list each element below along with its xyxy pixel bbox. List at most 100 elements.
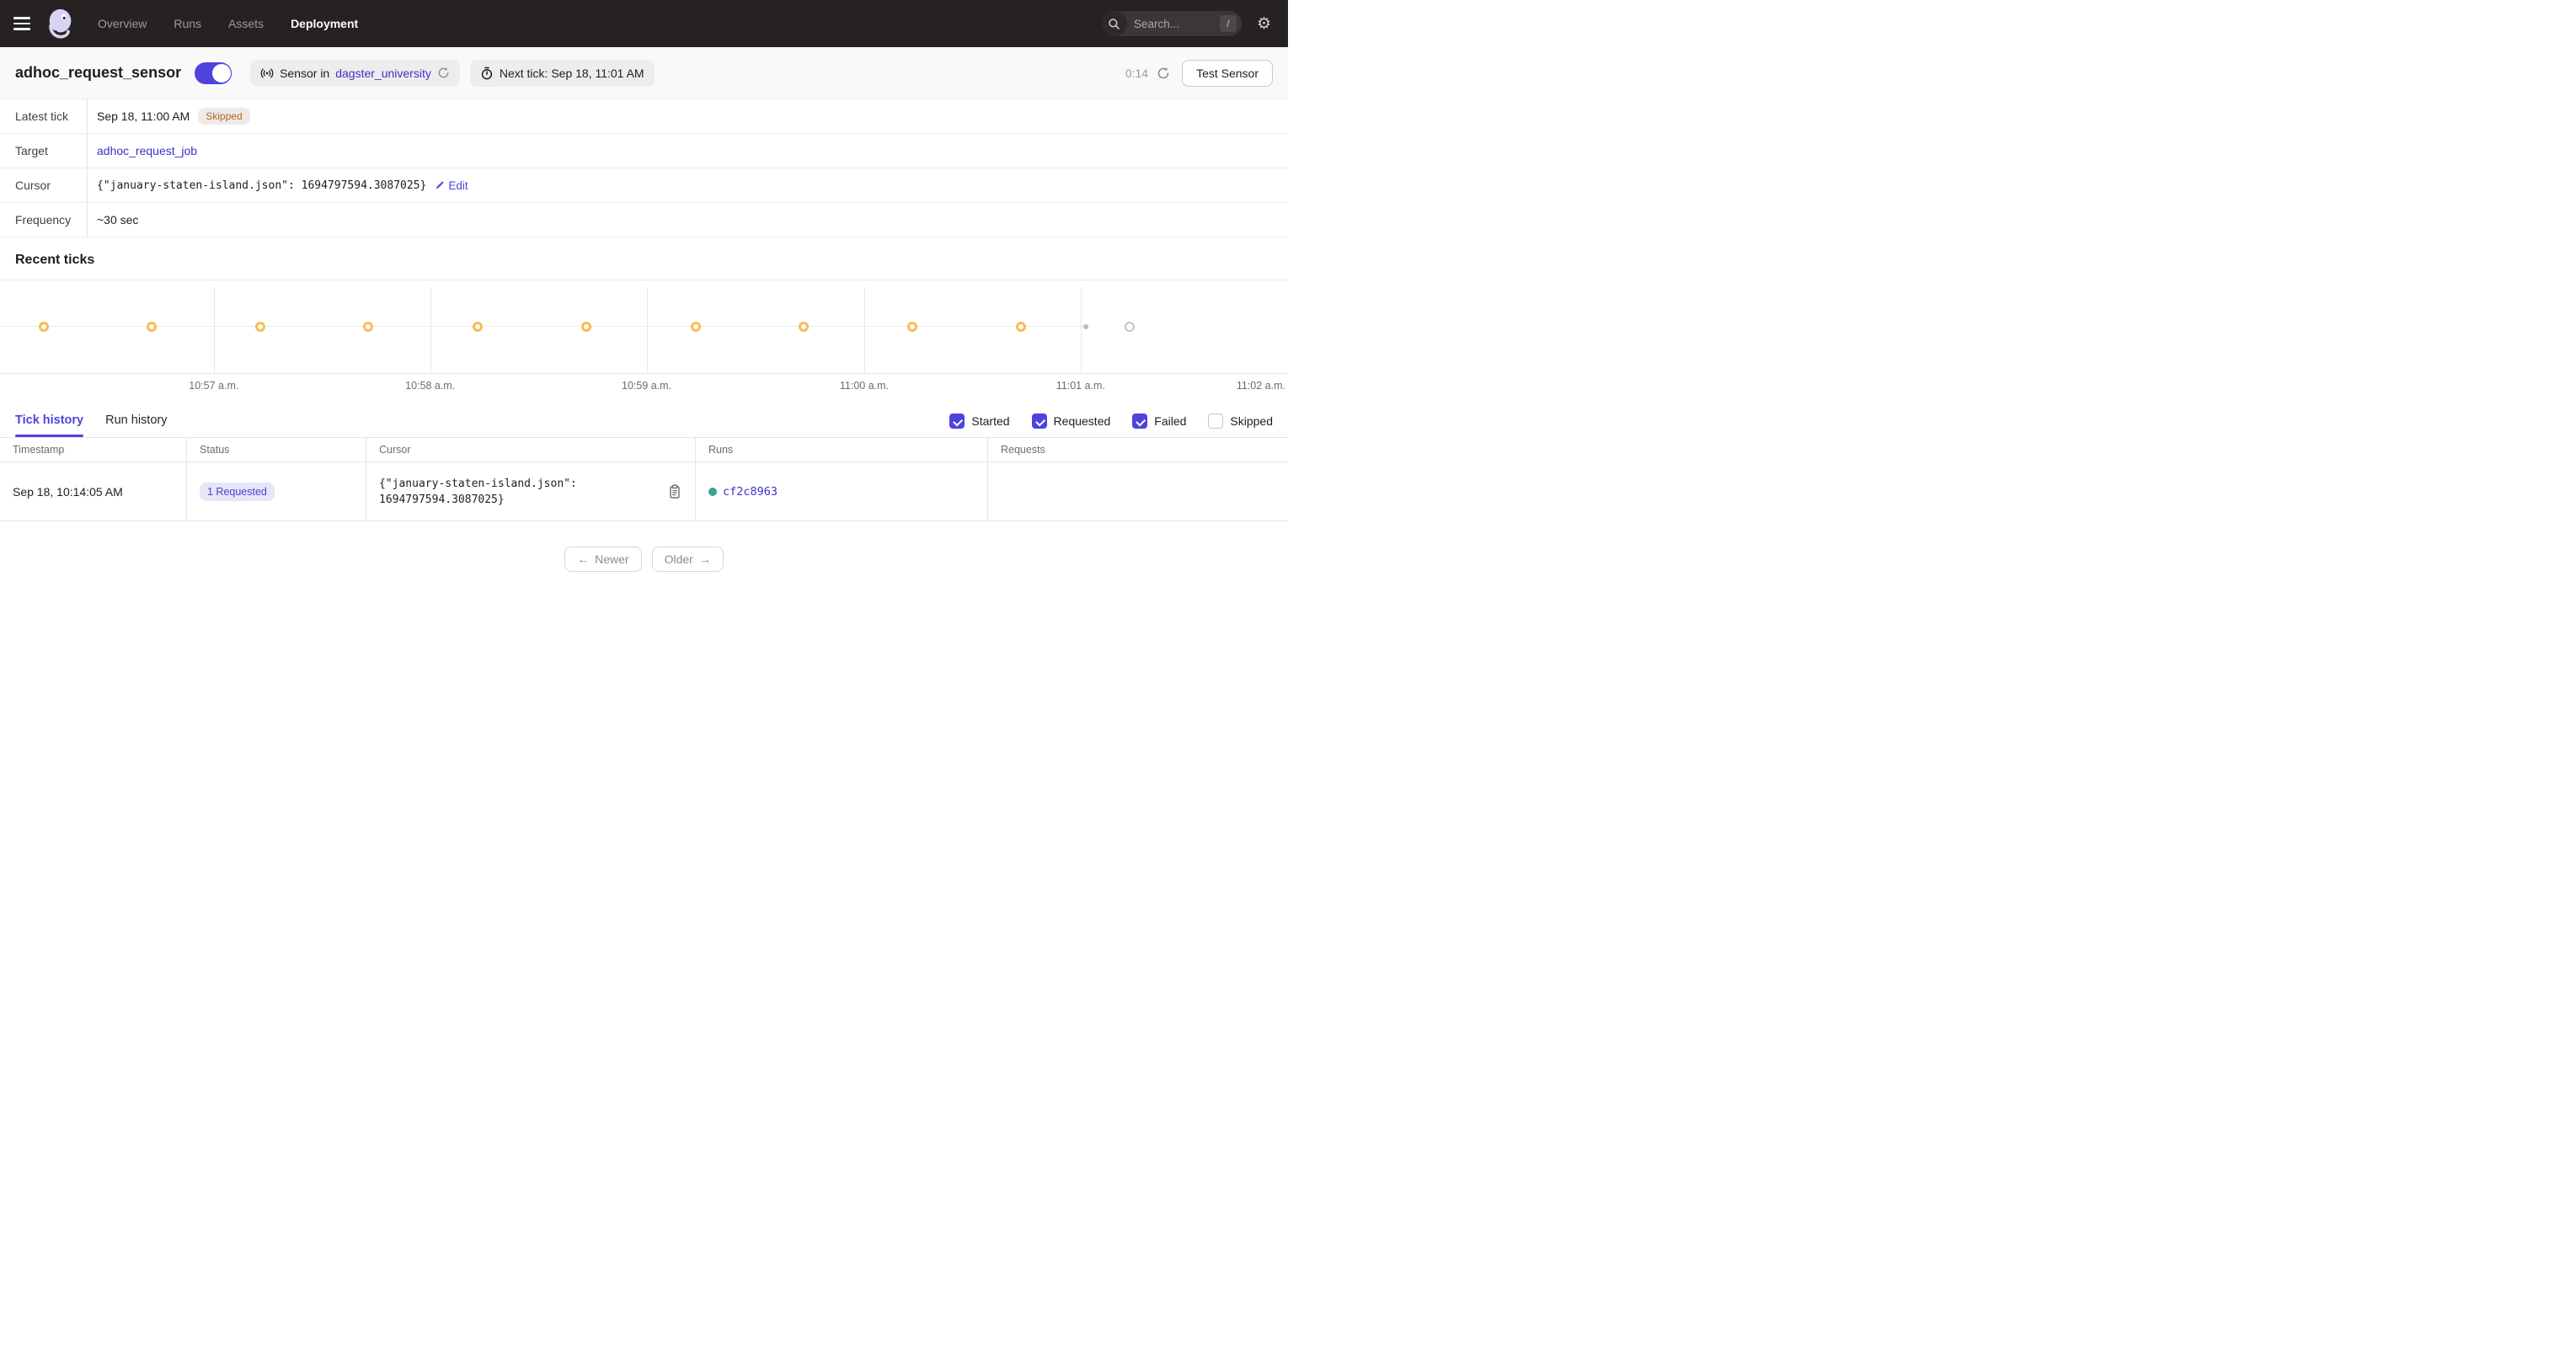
- requested-status-badge[interactable]: 1 Requested: [200, 482, 275, 501]
- checkbox-requested[interactable]: [1031, 413, 1047, 429]
- tab-tick-history[interactable]: Tick history: [15, 413, 84, 437]
- pencil-icon: [436, 181, 444, 189]
- timeline-axis-label: 10:59 a.m.: [622, 380, 672, 392]
- recent-ticks-chart: 10:57 a.m. 10:58 a.m. 10:59 a.m. 11:00 a.m.…: [0, 280, 1288, 395]
- next-tick-pill: Next tick: Sep 18, 11:01 AM: [469, 59, 655, 87]
- next-tick-text: Next tick: Sep 18, 11:01 AM: [499, 66, 644, 80]
- timeline-gridline: [646, 287, 648, 373]
- page-title: adhoc_request_sensor: [15, 64, 182, 81]
- left-arrow-icon: ←: [577, 552, 590, 566]
- recent-ticks-title: Recent ticks: [15, 253, 95, 267]
- filter-label: Requested: [1053, 414, 1111, 428]
- tick-history-table: Timestamp Status Cursor Runs Requests Se…: [0, 437, 1288, 521]
- tick-dot-skipped[interactable]: [38, 322, 49, 332]
- meta-label: Frequency: [0, 203, 88, 237]
- older-button[interactable]: Older →: [651, 547, 724, 572]
- refresh-icon[interactable]: [1157, 67, 1170, 80]
- copy-cursor-icon[interactable]: [667, 483, 682, 499]
- sensor-meta-table: Latest tick Sep 18, 11:00 AM Skipped Tar…: [0, 99, 1288, 237]
- search-input[interactable]: Search... /: [1101, 11, 1242, 36]
- meta-label: Latest tick: [0, 99, 88, 133]
- top-nav: Overview Runs Assets Deployment Search..…: [0, 0, 1288, 47]
- now-marker-dot: [1082, 324, 1088, 329]
- timeline-axis-label: 10:58 a.m.: [405, 380, 456, 392]
- sensor-signal-icon: [260, 67, 274, 80]
- meta-row-latest-tick: Latest tick Sep 18, 11:00 AM Skipped: [0, 99, 1288, 134]
- timeline-axis-label: 11:02 a.m.: [1236, 380, 1285, 392]
- run-link[interactable]: cf2c8963: [708, 485, 778, 499]
- timeline-gridline: [430, 287, 431, 373]
- timeline-plot-area[interactable]: [0, 280, 1288, 373]
- timeline-axis-label: 11:00 a.m.: [839, 380, 890, 392]
- hamburger-menu-icon[interactable]: [13, 13, 34, 34]
- nav-item-overview[interactable]: Overview: [98, 17, 147, 30]
- run-status-dot: [708, 487, 717, 496]
- meta-row-cursor: Cursor {"january-staten-island.json": 16…: [0, 168, 1288, 203]
- reload-repo-icon[interactable]: [437, 67, 450, 79]
- next-tick-marker: [1124, 322, 1135, 332]
- sensor-toggle[interactable]: [195, 61, 232, 84]
- latest-tick-value: Sep 18, 11:00 AM: [97, 109, 190, 123]
- status-filters: Started Requested Failed Skipped: [949, 413, 1273, 437]
- meta-label: Cursor: [0, 168, 88, 202]
- refresh-countdown: 0:14: [1125, 66, 1149, 80]
- cell-cursor: {"january-staten-island.json": 169479759…: [366, 462, 696, 520]
- history-tabs-row: Tick history Run history Started Request…: [0, 413, 1288, 437]
- right-arrow-icon: →: [698, 552, 711, 566]
- filter-failed[interactable]: Failed: [1132, 413, 1186, 429]
- meta-row-target: Target adhoc_request_job: [0, 134, 1288, 168]
- filter-skipped[interactable]: Skipped: [1208, 413, 1273, 429]
- checkbox-failed[interactable]: [1132, 413, 1148, 429]
- skipped-status-badge: Skipped: [198, 108, 250, 125]
- search-icon: [1101, 11, 1127, 36]
- sensor-context-pill: Sensor in dagster_university: [250, 59, 460, 87]
- target-job-link[interactable]: adhoc_request_job: [97, 144, 198, 157]
- timeline-axis: 10:57 a.m. 10:58 a.m. 10:59 a.m. 11:00 a.m.…: [0, 373, 1288, 395]
- cursor-value: {"january-staten-island.json": 169479759…: [97, 179, 427, 192]
- col-header-timestamp: Timestamp: [0, 438, 187, 461]
- cell-requests: [988, 462, 1288, 520]
- cell-timestamp: Sep 18, 10:14:05 AM: [0, 462, 187, 520]
- filter-label: Failed: [1154, 414, 1187, 428]
- cell-status: 1 Requested: [187, 462, 366, 520]
- tick-dot-skipped[interactable]: [473, 322, 484, 332]
- timeline-track: [0, 326, 1086, 327]
- test-sensor-button[interactable]: Test Sensor: [1182, 59, 1273, 87]
- tick-dot-skipped[interactable]: [363, 322, 374, 332]
- repo-link[interactable]: dagster_university: [335, 66, 431, 80]
- cell-runs: cf2c8963: [696, 462, 988, 520]
- tab-run-history[interactable]: Run history: [105, 413, 168, 427]
- filter-label: Skipped: [1230, 414, 1273, 428]
- timeline-axis-label: 10:57 a.m.: [189, 380, 239, 392]
- col-header-cursor: Cursor: [366, 438, 696, 461]
- search-placeholder: Search...: [1133, 17, 1179, 30]
- edit-cursor-button[interactable]: Edit: [435, 179, 468, 192]
- checkbox-skipped[interactable]: [1208, 413, 1224, 429]
- tick-dot-skipped[interactable]: [906, 322, 917, 332]
- newer-button[interactable]: ← Newer: [564, 547, 642, 572]
- timer-icon: [480, 67, 494, 80]
- tick-dot-skipped[interactable]: [254, 322, 265, 332]
- tick-dot-skipped[interactable]: [690, 322, 701, 332]
- tick-dot-skipped[interactable]: [1016, 322, 1027, 332]
- dagster-logo-icon[interactable]: [44, 7, 77, 40]
- col-header-runs: Runs: [696, 438, 988, 461]
- checkbox-started[interactable]: [949, 413, 965, 429]
- col-header-requests: Requests: [1001, 444, 1045, 456]
- sensor-context-text: Sensor in: [280, 66, 330, 80]
- nav-item-runs[interactable]: Runs: [174, 17, 202, 30]
- timeline-gridline: [1080, 287, 1082, 373]
- tick-dot-skipped[interactable]: [580, 322, 591, 332]
- nav-item-assets[interactable]: Assets: [228, 17, 265, 30]
- meta-label: Target: [0, 134, 88, 168]
- tick-dot-skipped[interactable]: [147, 322, 158, 332]
- tick-dot-skipped[interactable]: [799, 322, 810, 332]
- filter-started[interactable]: Started: [949, 413, 1010, 429]
- search-shortcut-badge: /: [1219, 15, 1237, 32]
- col-header-status: Status: [187, 438, 366, 461]
- run-id[interactable]: cf2c8963: [723, 484, 778, 499]
- gear-icon[interactable]: ⚙: [1256, 14, 1271, 33]
- row-cursor-value: {"january-staten-island.json": 169479759…: [379, 477, 577, 506]
- filter-requested[interactable]: Requested: [1031, 413, 1111, 429]
- nav-item-deployment[interactable]: Deployment: [291, 17, 359, 30]
